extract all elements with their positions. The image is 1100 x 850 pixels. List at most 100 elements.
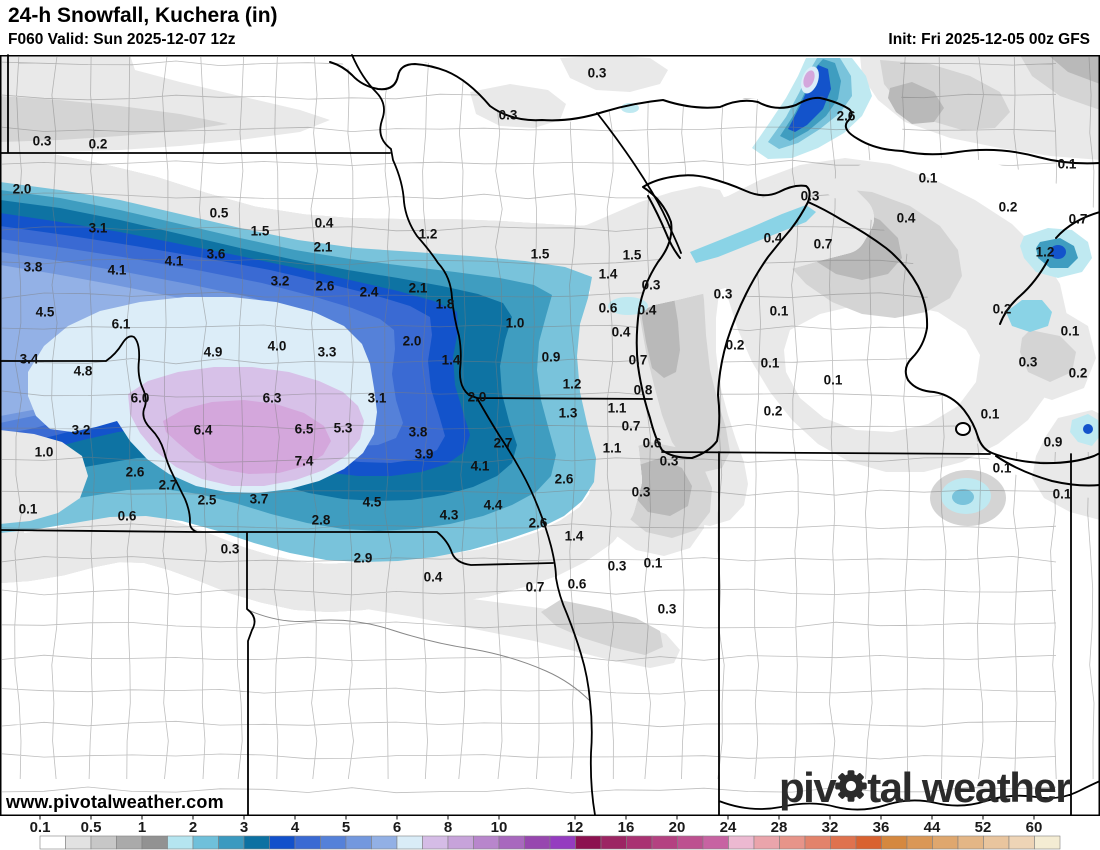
snowfall-value-label: 3.2 — [72, 423, 91, 438]
colorbar-tick-label: 32 — [822, 819, 839, 836]
logo-text-post: tal weather — [867, 763, 1071, 811]
colorbar-cell — [677, 835, 704, 850]
snowfall-value-label: 3.8 — [24, 260, 43, 275]
snowfall-value-label: 0.1 — [1053, 487, 1072, 502]
snowfall-value-label: 1.2 — [563, 377, 582, 392]
snowfall-value-label: 3.9 — [415, 447, 434, 462]
snowfall-value-label: 6.3 — [263, 391, 282, 406]
snowfall-value-label: 1.3 — [559, 406, 578, 421]
snowfall-value-label: 2.1 — [409, 281, 428, 296]
snowfall-value-label: 0.6 — [568, 577, 587, 592]
colorbar-cell — [396, 835, 423, 850]
snowfall-value-label: 0.6 — [599, 301, 618, 316]
lake-shorelines — [329, 61, 1100, 487]
snowfall-value-label: 1.2 — [419, 227, 438, 242]
snowfall-value-label: 3.7 — [250, 492, 269, 507]
colorbar-cell — [881, 835, 908, 850]
snowfall-value-label: 2.6 — [837, 109, 856, 124]
snowfall-value-label: 0.3 — [642, 278, 661, 293]
ontario-shore — [999, 211, 1100, 325]
colorbar-cell — [932, 835, 959, 850]
colorbar-tick-label: 1 — [138, 819, 146, 836]
snowfall-value-label: 0.3 — [33, 134, 52, 149]
colorbar-cell — [957, 835, 984, 850]
colorbar-tick-label: 2 — [189, 819, 197, 836]
snowfall-value-label: 1.4 — [565, 529, 584, 544]
snowfall-value-label: 4.8 — [74, 364, 93, 379]
snowfall-value-labels: 0.3 0.20.30.3 2.60.10.10.30.20.4 0.70.4 0.71… — [13, 66, 1088, 617]
snowfall-value-label: 0.2 — [89, 137, 108, 152]
snowfall-value-label: 0.2 — [993, 302, 1012, 317]
colorbar-cell — [549, 835, 576, 850]
snowfall-value-label: 0.4 — [638, 303, 657, 318]
snowfall-value-label: 3.1 — [89, 221, 108, 236]
colorbar-tick-label: 3 — [240, 819, 248, 836]
colorbar-cell — [779, 835, 806, 850]
snowfall-value-label: 6.0 — [131, 391, 150, 406]
colorbar-cell — [90, 835, 117, 850]
colorbar-cell — [473, 835, 500, 850]
snowfall-value-label: 1.4 — [442, 353, 461, 368]
snowfall-value-label: 0.3 — [632, 485, 651, 500]
colorbar-tick-label: 60 — [1026, 819, 1043, 836]
colorbar-cell — [753, 835, 780, 850]
colorbar-cell — [243, 835, 270, 850]
snowfall-value-label: 0.8 — [634, 383, 653, 398]
snowfall-value-label: 1.0 — [35, 445, 54, 460]
state-borders — [0, 54, 1100, 816]
snowfall-value-label: 0.1 — [761, 356, 780, 371]
lake-michigan-shore — [635, 174, 811, 459]
snowfall-value-label: 0.3 — [499, 108, 518, 123]
lake-erie-south-shore — [995, 455, 1100, 487]
colorbar-cell — [320, 835, 347, 850]
snowfall-value-label: 0.3 — [801, 189, 820, 204]
snowfall-value-label: 0.3 — [221, 542, 240, 557]
snowfall-value-label: 3.8 — [409, 425, 428, 440]
gear-icon — [833, 768, 869, 811]
colorbar-cell — [600, 835, 627, 850]
snowfall-value-label: 0.1 — [1058, 157, 1077, 172]
snowfall-value-label: 1.5 — [251, 224, 270, 239]
watermark-url: www.pivotalweather.com — [6, 792, 224, 812]
snowfall-value-label: 0.3 — [658, 602, 677, 617]
colorbar-cell — [422, 835, 449, 850]
snowfall-value-label: 2.9 — [354, 551, 373, 566]
snowfall-value-label: 2.8 — [312, 513, 331, 528]
snowfall-contours — [1, 56, 1099, 668]
snowfall-value-label: 2.0 — [468, 390, 487, 405]
colorbar-tick-label: 44 — [924, 819, 941, 836]
snowfall-value-label: 2.6 — [126, 465, 145, 480]
snowfall-value-label: 0.1 — [981, 407, 1000, 422]
map-title: 24-h Snowfall, Kuchera (in) — [8, 4, 278, 27]
snowfall-value-label: 0.3 — [660, 454, 679, 469]
snowfall-value-label: 1.4 — [599, 267, 618, 282]
colorbar-cell — [906, 835, 933, 850]
colorbar-cell — [39, 835, 66, 850]
colorbar-cell — [983, 835, 1010, 850]
colorbar-tick-label: 0.1 — [30, 819, 51, 836]
valid-time: F060 Valid: Sun 2025-12-07 12z — [8, 31, 236, 48]
snowfall-value-label: 0.2 — [726, 338, 745, 353]
colorbar-cell — [447, 835, 474, 850]
snowfall-value-label: 0.1 — [770, 304, 789, 319]
river-line — [247, 609, 591, 702]
pivotalweather-logo: piv tal weather — [779, 763, 1072, 811]
colorbar-cell — [728, 835, 755, 850]
snowfall-value-label: 0.2 — [999, 200, 1018, 215]
colorbar-cell — [269, 835, 296, 850]
snowfall-value-label: 0.1 — [993, 461, 1012, 476]
colorbar-cell — [218, 835, 245, 850]
colorbar-tick-label: 24 — [720, 819, 737, 836]
colorbar-cell — [1008, 835, 1035, 850]
snowfall-value-label: 0.1 — [824, 373, 843, 388]
snowfall-value-label: 0.5 — [210, 206, 229, 221]
colorbar-tick-label: 4 — [291, 819, 300, 836]
snowfall-value-label: 1.0 — [506, 316, 525, 331]
snowfall-value-label: 4.3 — [440, 508, 459, 523]
colorbar-cell — [855, 835, 882, 850]
snowfall-value-label: 0.9 — [1044, 435, 1063, 450]
colorbar-cell — [1034, 835, 1061, 850]
green-bay-shore — [647, 195, 681, 259]
snowfall-value-label: 1.5 — [531, 247, 550, 262]
